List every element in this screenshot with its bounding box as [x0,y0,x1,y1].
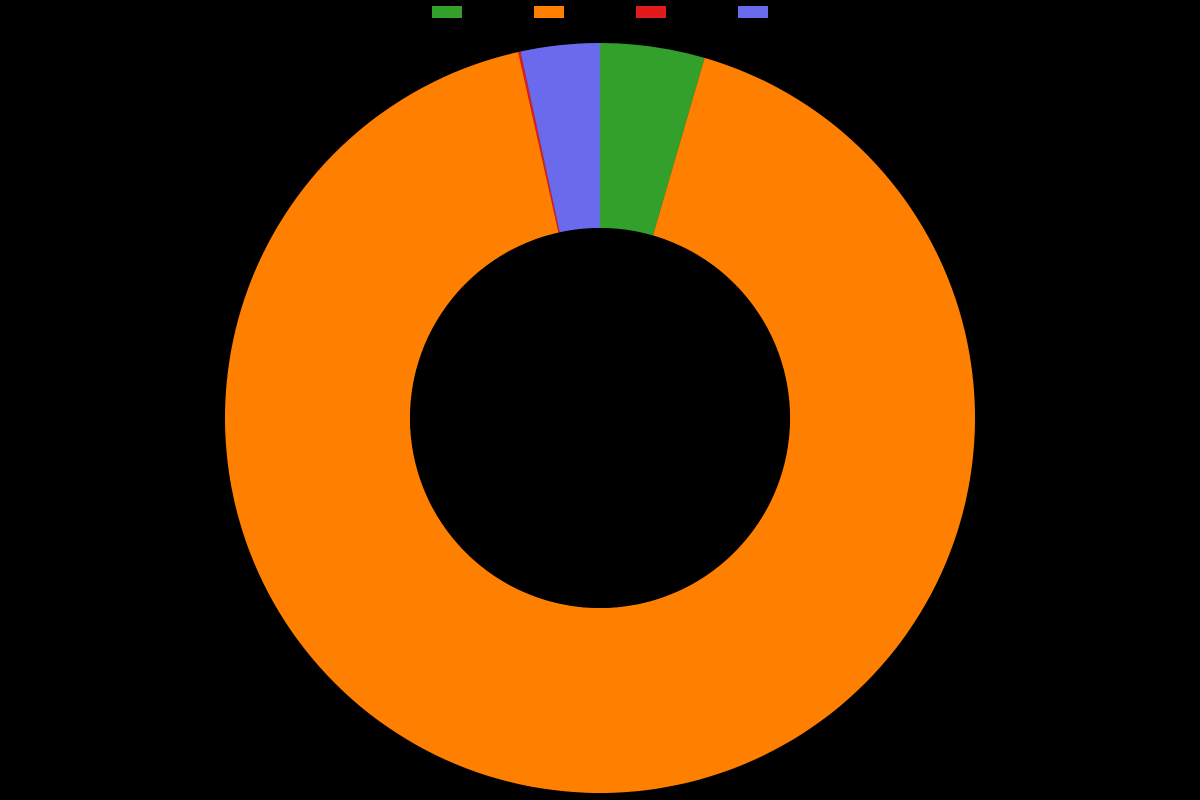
chart-stage [0,0,1200,800]
legend-swatch-3 [738,6,768,18]
donut-chart [225,43,975,793]
donut-hole [410,228,790,608]
donut-chart-container [0,43,1200,793]
legend-swatch-2 [636,6,666,18]
legend [0,6,1200,18]
legend-swatch-0 [432,6,462,18]
legend-swatch-1 [534,6,564,18]
